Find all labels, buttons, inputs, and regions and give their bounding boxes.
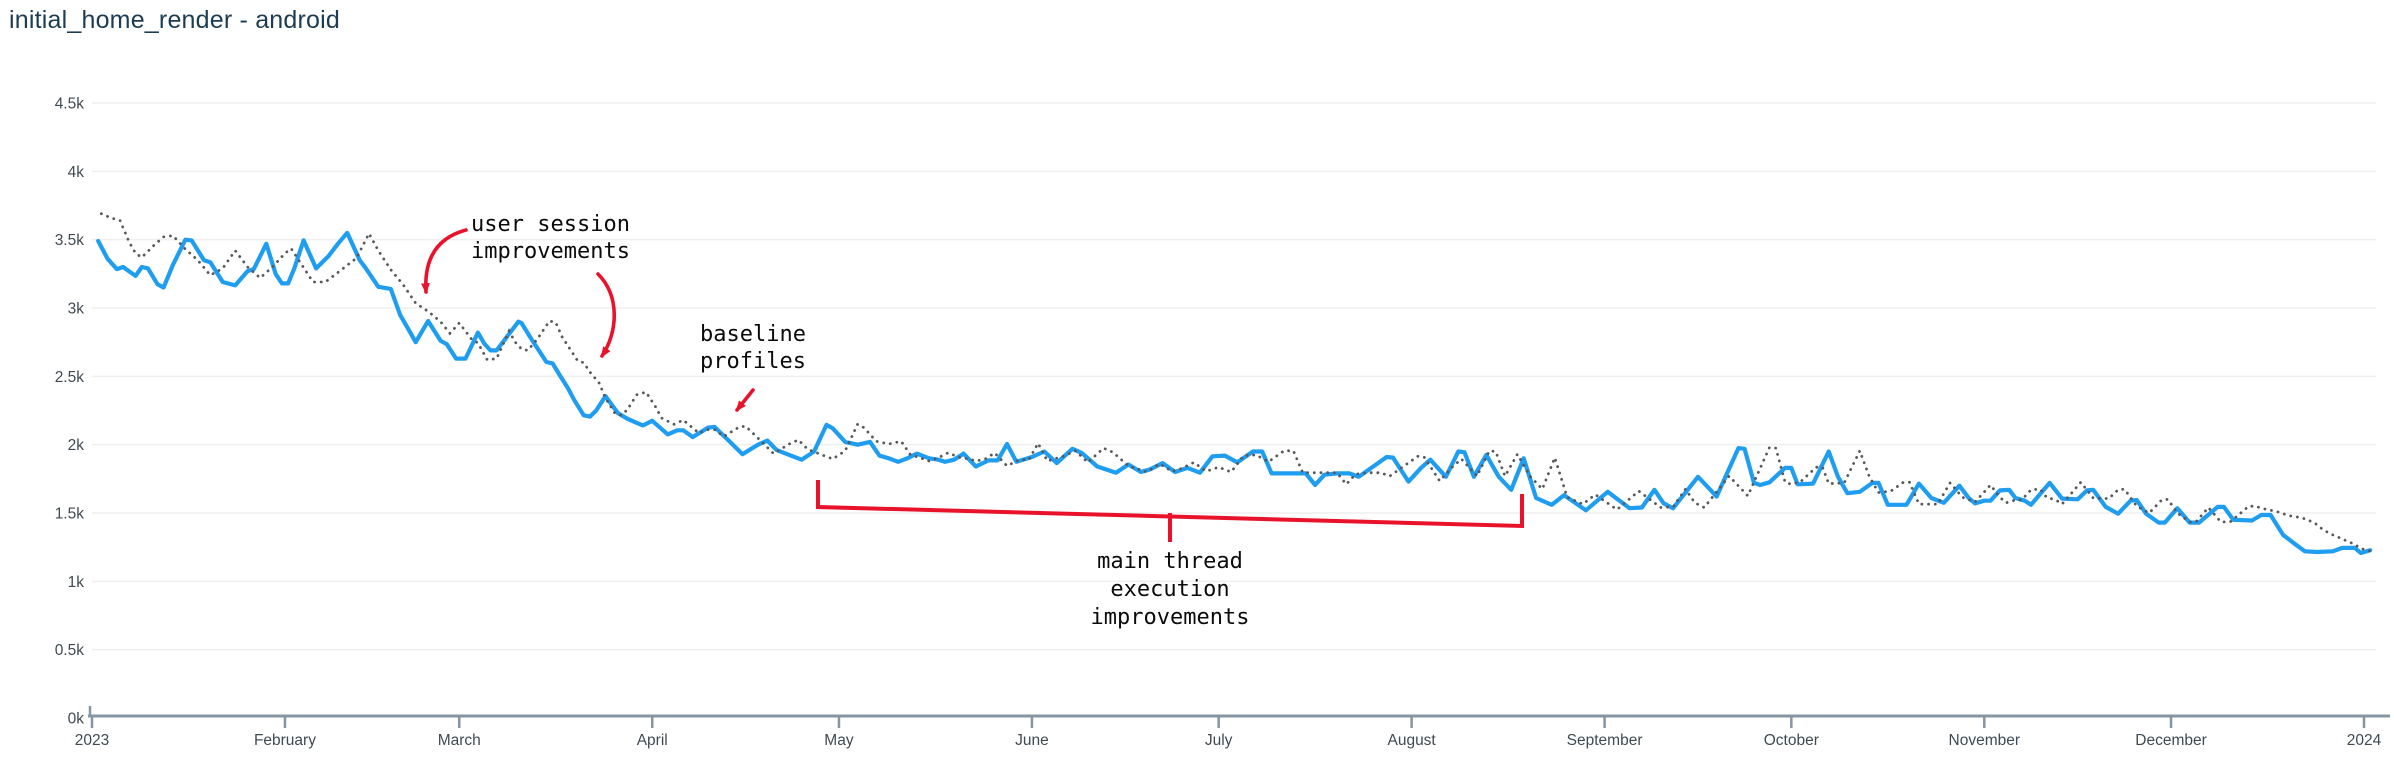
x-axis-label: November bbox=[1949, 732, 2021, 749]
x-axis-label: February bbox=[254, 732, 316, 749]
annotation-user-session: user session bbox=[471, 212, 630, 237]
annotation-baseline-profiles: profiles bbox=[700, 349, 806, 374]
x-axis-label: August bbox=[1387, 732, 1436, 749]
y-axis-label: 4k bbox=[68, 164, 85, 181]
user-session-arrow-2 bbox=[596, 272, 617, 358]
x-axis-label: March bbox=[438, 732, 481, 749]
y-axis-label: 3k bbox=[68, 301, 85, 318]
user-session-arrow-1 bbox=[421, 228, 468, 295]
y-axis-label: 4.5k bbox=[55, 96, 85, 113]
annotation-main-thread: execution bbox=[1110, 577, 1229, 602]
x-axis-label: December bbox=[2135, 732, 2207, 749]
y-axis-label: 3.5k bbox=[55, 232, 85, 249]
annotation-main-thread: main thread bbox=[1097, 549, 1243, 574]
annotation-main-thread: improvements bbox=[1091, 605, 1250, 630]
series-dotted-line bbox=[99, 212, 2372, 553]
x-axis-label: July bbox=[1205, 732, 1233, 749]
y-axis-label: 1.5k bbox=[55, 506, 85, 523]
y-axis-label: 2k bbox=[68, 437, 85, 454]
annotation-user-session: improvements bbox=[471, 239, 630, 264]
series-solid-line bbox=[96, 230, 2373, 556]
baseline-profiles-arrow bbox=[735, 388, 755, 412]
y-axis-label: 1k bbox=[68, 574, 85, 591]
chart-title: initial_home_render - android bbox=[9, 6, 340, 34]
x-axis-label: June bbox=[1015, 732, 1049, 749]
annotation-baseline-profiles: baseline bbox=[700, 322, 806, 347]
x-axis-label: 2024 bbox=[2347, 732, 2382, 749]
x-axis-label: April bbox=[637, 732, 668, 749]
x-axis-label: 2023 bbox=[75, 732, 109, 749]
x-axis-label: May bbox=[824, 732, 854, 749]
y-axis-label: 2.5k bbox=[55, 369, 85, 386]
y-axis-label: 0k bbox=[68, 711, 85, 728]
x-axis-label: October bbox=[1764, 732, 1819, 749]
y-axis-label: 0.5k bbox=[55, 642, 85, 659]
x-axis-label: September bbox=[1567, 732, 1643, 749]
